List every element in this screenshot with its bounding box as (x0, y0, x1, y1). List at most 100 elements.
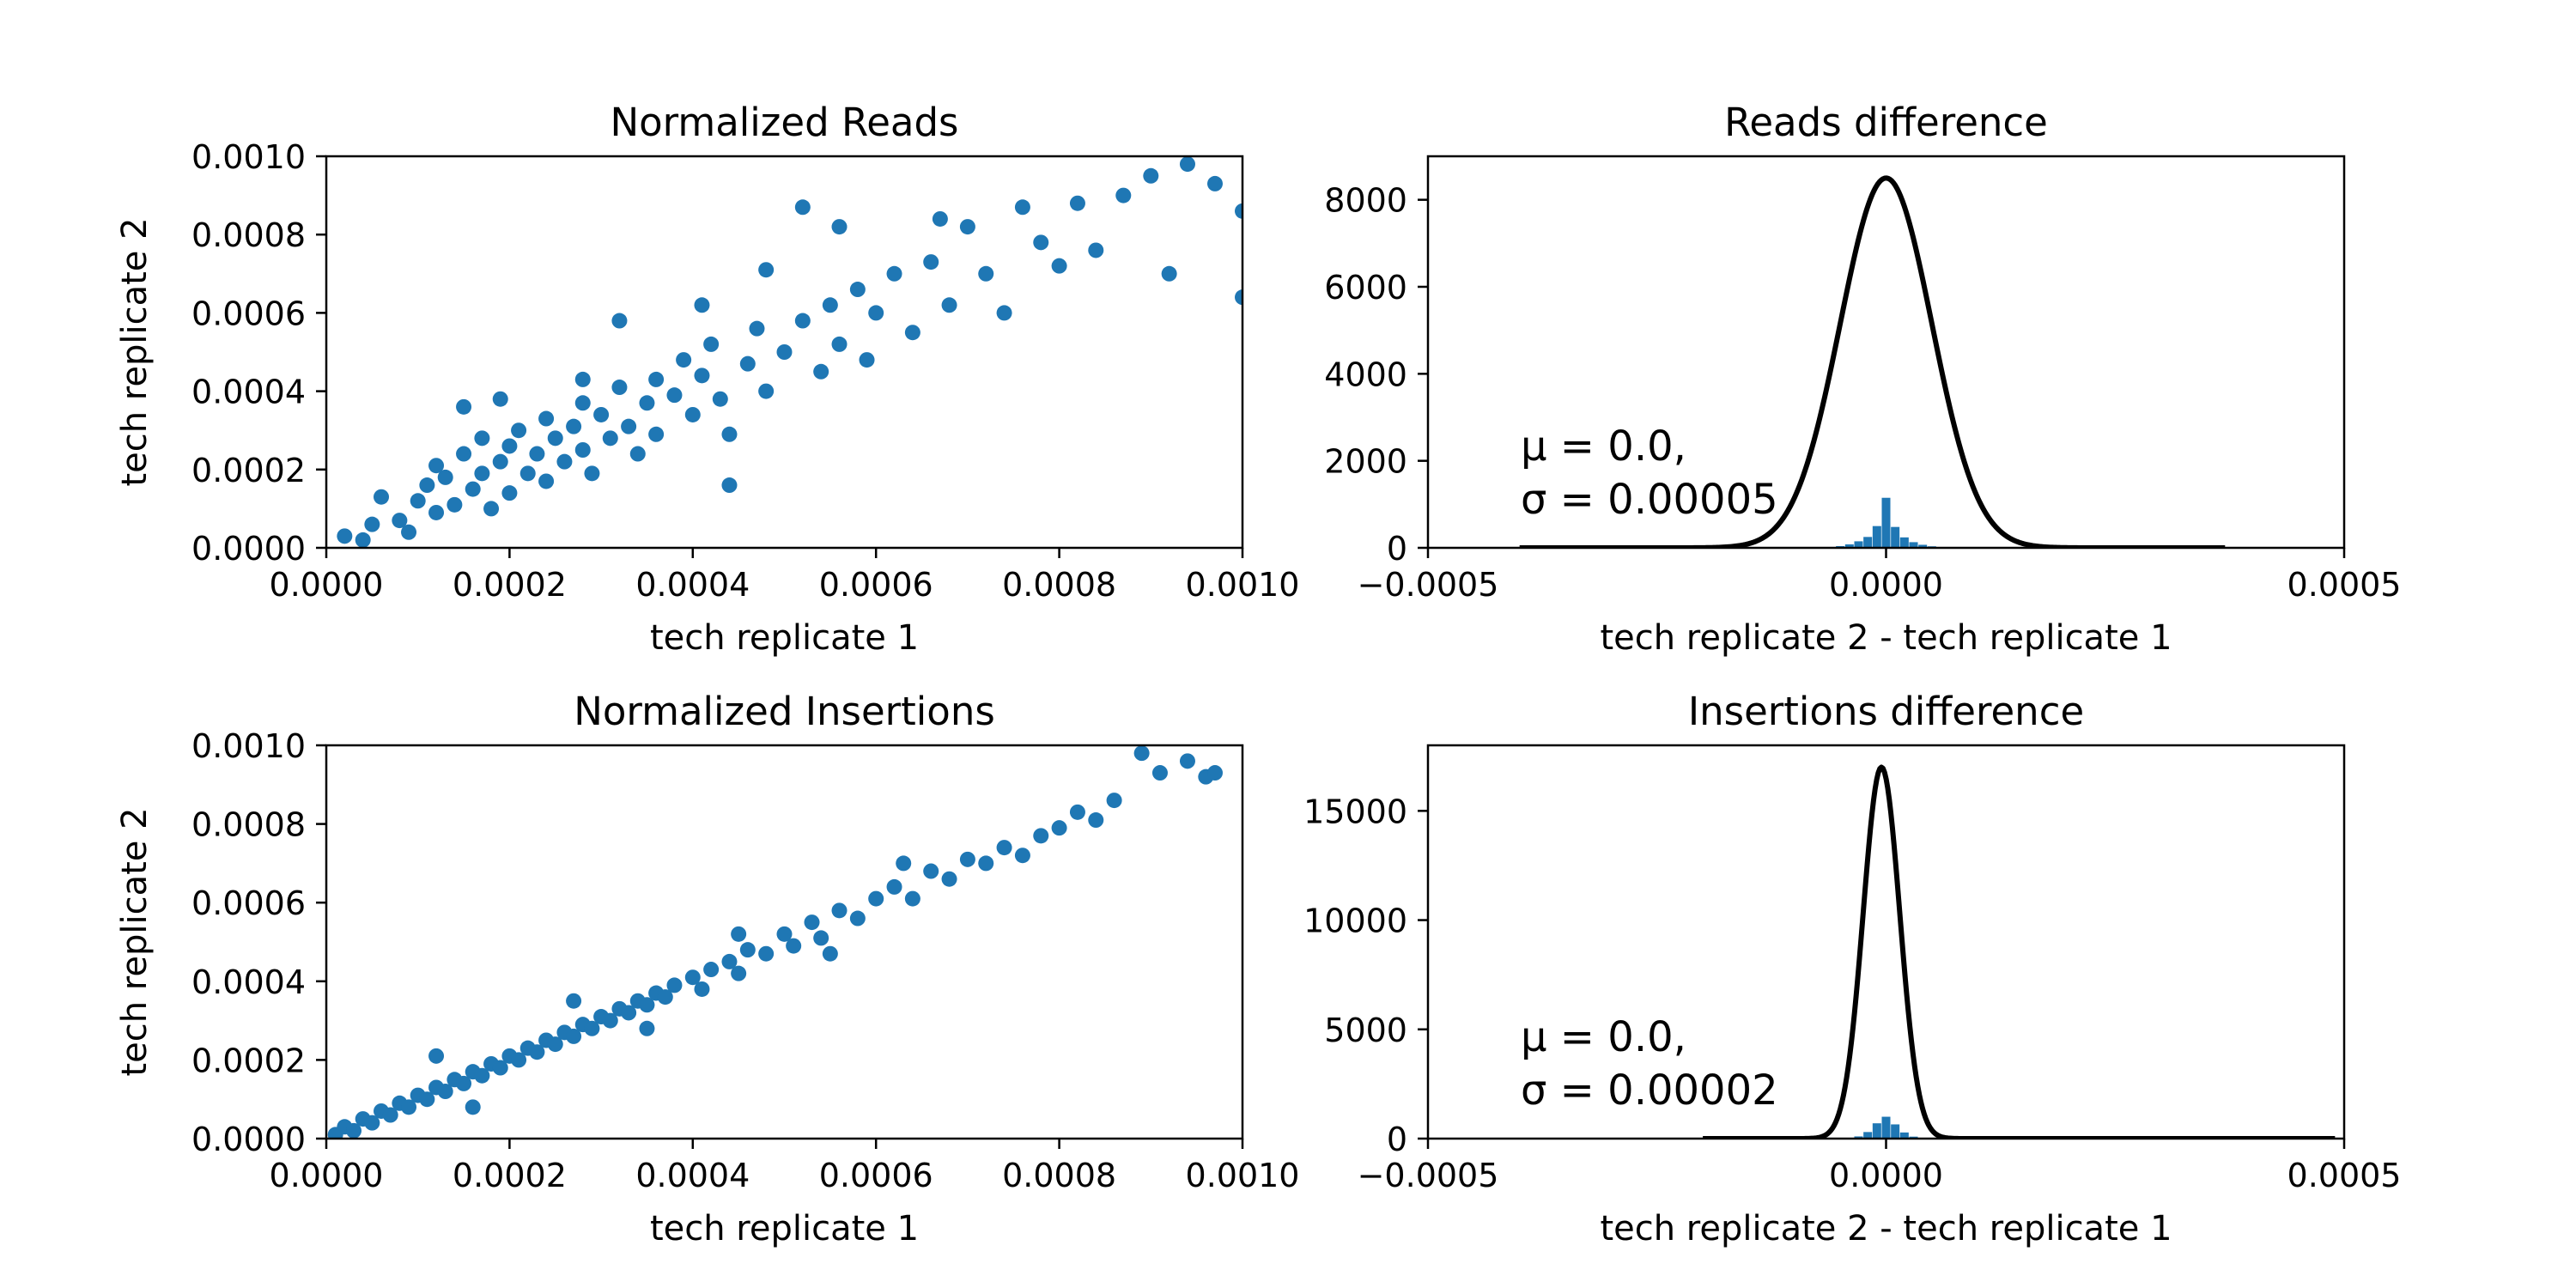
axes-frame (325, 744, 1244, 1140)
scatter-point (739, 355, 756, 372)
x-tick-label: 0.0004 (635, 566, 750, 604)
scatter-point (566, 993, 582, 1009)
scatter-point (538, 473, 555, 489)
scatter-point (923, 254, 939, 270)
axes-frame (325, 155, 1244, 550)
x-tick-label: −0.0005 (1358, 566, 1499, 604)
scatter-point (382, 1107, 398, 1123)
x-tick-label: −0.0005 (1358, 1157, 1499, 1194)
chart-title: Normalized Insertions (574, 689, 995, 734)
scatter-point (621, 1005, 637, 1021)
y-tick-label: 5000 (1324, 1012, 1407, 1049)
x-axis-label: tech replicate 2 - tech replicate 1 (1600, 1209, 2172, 1249)
scatter-point (694, 368, 710, 384)
y-tick-label: 6000 (1324, 269, 1407, 307)
scatter-point (547, 1036, 563, 1053)
x-tick-label: 0.0008 (1002, 1157, 1116, 1194)
scatter-point (566, 418, 582, 434)
scatter-point (1033, 234, 1049, 251)
scatter-point (428, 1048, 445, 1064)
scatter-point (574, 442, 591, 458)
histogram-bar (1918, 544, 1928, 548)
scatter-point (602, 1012, 618, 1029)
scatter-point (474, 465, 490, 482)
y-tick-label: 0.0008 (191, 806, 306, 844)
scatter-point (1143, 167, 1159, 184)
scatter-point (822, 297, 838, 313)
scatter-point (694, 297, 710, 313)
scatter-point (355, 532, 371, 548)
x-tick-label: 0.0000 (1829, 1157, 1943, 1194)
scatter-point (712, 391, 728, 407)
scatter-point (392, 513, 408, 529)
histogram-bar (1891, 526, 1900, 548)
scatter-point (437, 469, 453, 485)
histogram-bar (1872, 1123, 1881, 1139)
scatter-point (703, 962, 720, 978)
chart-title: Insertions difference (1688, 689, 2084, 734)
scatter-point (1235, 203, 1242, 219)
normalized-reads-marks (337, 156, 1242, 548)
normal-fit-curve (1518, 175, 2227, 548)
scatter-point (574, 395, 591, 411)
scatter-point (629, 446, 646, 462)
scatter-point (923, 863, 939, 879)
scatter-point (639, 395, 655, 411)
scatter-point (1088, 812, 1104, 829)
x-tick-label: 0.0005 (2287, 1157, 2402, 1194)
scatter-point (447, 496, 463, 513)
normal-fit-curve (1701, 764, 2336, 1139)
x-tick-label: 0.0000 (270, 566, 384, 604)
reads-difference-panel: μ = 0.0, σ = 0.00005 −0.0005 0.0000 0.0005 0 2… (1324, 100, 2401, 658)
scatter-point (648, 426, 665, 442)
scatter-point (804, 914, 820, 931)
normalized-reads-panel: 0.0000 0.0002 0.0004 0.0006 0.0008 0.0010 0.00… (115, 100, 1299, 658)
y-tick-label: 0.0002 (191, 1042, 306, 1079)
scatter-point (941, 871, 957, 887)
scatter-point (886, 265, 902, 282)
insertions-difference-marks (1701, 764, 2336, 1139)
scatter-point (868, 890, 884, 907)
scatter-point (959, 219, 975, 235)
scatter-point (611, 313, 628, 329)
scatter-point (1051, 820, 1067, 836)
y-tick-label: 4000 (1324, 355, 1407, 393)
histogram-bar (1844, 544, 1854, 548)
y-tick-label: 0 (1387, 1121, 1407, 1158)
scatter-point (822, 945, 838, 962)
scatter-point (492, 391, 508, 407)
scatter-point (666, 977, 683, 993)
scatter-point (483, 501, 500, 517)
x-axis-label: tech replicate 2 - tech replicate 1 (1600, 618, 2172, 658)
normalized-insertions-marks (327, 745, 1223, 1139)
scatter-point (1179, 156, 1195, 173)
y-tick-label: 0.0010 (191, 727, 306, 765)
scatter-point (1014, 199, 1030, 216)
sigma-annotation: σ = 0.00005 (1521, 476, 1778, 524)
histogram-bar (1899, 1132, 1909, 1139)
scatter-point (666, 387, 683, 404)
sigma-annotation: σ = 0.00002 (1521, 1066, 1778, 1115)
y-tick-label: 0.0010 (191, 138, 306, 176)
scatter-point (932, 210, 948, 227)
scatter-point (401, 1099, 417, 1115)
scatter-point (428, 504, 445, 520)
histogram-bar (1863, 1132, 1873, 1139)
scatter-point (1161, 265, 1177, 282)
scatter-point (721, 426, 738, 442)
scatter-point (758, 262, 775, 278)
scatter-point (401, 524, 417, 540)
y-tick-label: 0 (1387, 530, 1407, 568)
y-tick-label: 15000 (1303, 793, 1407, 830)
histogram-bar (1891, 1124, 1900, 1139)
y-tick-label: 0.0006 (191, 884, 306, 922)
x-tick-label: 0.0006 (819, 1157, 933, 1194)
x-tick-label: 0.0004 (635, 1157, 750, 1194)
scatter-point (501, 438, 518, 454)
x-tick-label: 0.0006 (819, 566, 933, 604)
scatter-point (648, 371, 665, 387)
scatter-point (721, 953, 738, 969)
scatter-point (886, 878, 902, 895)
scatter-point (794, 199, 811, 216)
scatter-point (584, 465, 600, 482)
